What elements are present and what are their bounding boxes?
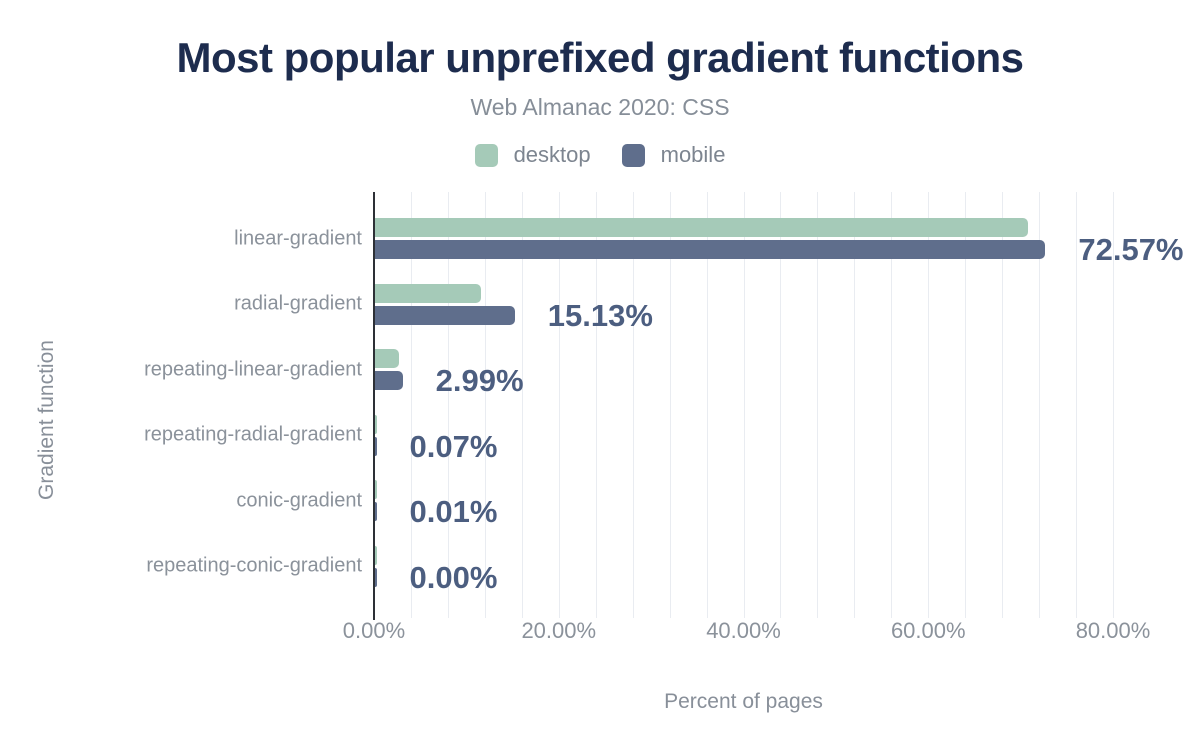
legend-swatch-desktop: [474, 143, 498, 167]
value-label: 72.57%: [1078, 232, 1184, 267]
value-label: 0.07%: [409, 428, 498, 464]
gridline: [1113, 192, 1114, 618]
category-label: conic-gradient: [236, 489, 362, 511]
gridline: [1039, 192, 1041, 618]
gridline: [484, 192, 486, 618]
legend-item-desktop: desktop: [474, 142, 591, 168]
x-axis-title: Percent of pages: [664, 690, 823, 713]
gridline: [965, 192, 967, 618]
x-tick-label: 0.00%: [342, 618, 406, 643]
bar-desktop-repeating-radial-gradient: [375, 414, 377, 434]
gridline: [410, 192, 412, 618]
bar-mobile-repeating-linear-gradient: [375, 371, 403, 390]
gridline: [706, 192, 708, 618]
gridline: [558, 192, 560, 618]
gridline: [669, 192, 671, 618]
chart-title: Most popular unprefixed gradient functio…: [176, 34, 1024, 81]
legend: desktop mobile: [0, 142, 1200, 168]
y-axis-line: [373, 192, 375, 620]
gridline: [854, 192, 856, 618]
gridline: [595, 192, 597, 618]
gridline: [817, 192, 819, 618]
gridline: [632, 192, 634, 618]
gridline: [1002, 192, 1004, 618]
bar-mobile-radial-gradient: [375, 305, 515, 325]
value-label: 2.99%: [435, 363, 524, 398]
value-label: 15.13%: [547, 297, 653, 333]
value-label: 0.00%: [409, 559, 498, 595]
gridline: [447, 192, 449, 618]
bar-desktop-linear-gradient: [375, 218, 1029, 237]
bar-mobile-repeating-conic-gradient: [375, 567, 377, 587]
bar-desktop-repeating-conic-gradient: [375, 545, 377, 565]
gridline: [780, 192, 782, 618]
bar-desktop-radial-gradient: [375, 283, 482, 303]
legend-label: mobile: [660, 142, 726, 167]
category-label: linear-gradient: [234, 227, 362, 249]
x-tick-label: 80.00%: [1075, 618, 1151, 643]
value-label: 0.01%: [409, 494, 498, 529]
bar-desktop-conic-gradient: [375, 480, 377, 499]
category-label: repeating-radial-gradient: [144, 423, 362, 446]
category-label: radial-gradient: [234, 292, 362, 315]
y-axis-title: Gradient function: [35, 340, 58, 500]
bar-mobile-conic-gradient: [375, 502, 377, 521]
bar-mobile-linear-gradient: [375, 240, 1046, 259]
gridline: [928, 192, 930, 618]
chart-subtitle: Web Almanac 2020: CSS: [470, 94, 730, 120]
x-tick-label: 40.00%: [706, 618, 781, 643]
bar-desktop-repeating-linear-gradient: [375, 349, 400, 368]
legend-swatch-mobile: [621, 143, 645, 167]
category-label: repeating-conic-gradient: [146, 554, 362, 577]
gridline: [891, 192, 893, 618]
gridline: [521, 192, 523, 618]
bar-mobile-repeating-radial-gradient: [375, 436, 377, 456]
gridline: [743, 192, 745, 618]
x-tick-label: 20.00%: [521, 618, 597, 643]
gridline: [1076, 192, 1078, 618]
legend-item-mobile: mobile: [621, 142, 726, 168]
category-label: repeating-linear-gradient: [144, 358, 362, 380]
x-tick-label: 60.00%: [890, 618, 966, 643]
legend-label: desktop: [513, 142, 591, 167]
